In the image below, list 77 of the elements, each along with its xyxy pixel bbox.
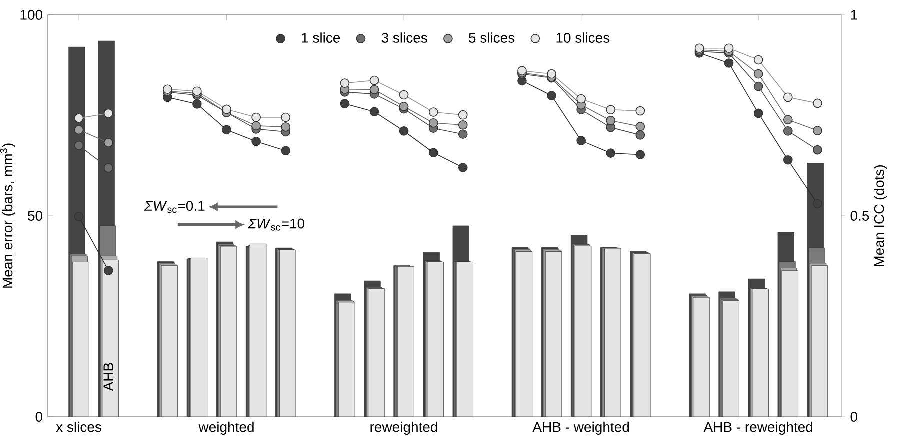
x-tick-label: weighted [198,422,254,435]
point [222,104,232,114]
point [458,130,468,140]
point [399,126,409,136]
y2-tick-label: 0 [850,412,858,422]
point [281,112,291,122]
point [340,99,350,108]
point [783,92,793,102]
point [636,122,646,132]
point [754,82,764,92]
x-tick-label: AHB - weighted [532,422,630,435]
annotation: ΣW$_{sc}$=10 [248,218,305,231]
y-axis-title: Mean error (bars, mm$^{3}$) [0,144,16,288]
point [252,136,261,146]
legend-label: 10 slices [556,32,610,43]
point [104,266,114,276]
legend-label: 3 slices [382,32,428,43]
point [428,108,438,117]
point [813,126,822,136]
x-tick-label: reweighted [370,422,438,435]
point [636,130,646,140]
y2-axis-title: Mean ICC (dots) [874,166,888,266]
point [222,125,232,135]
point [74,125,84,135]
y-tick-label: 0 [36,412,43,422]
point [340,78,350,88]
point [636,150,646,160]
point [74,140,84,150]
point [399,90,409,100]
point [547,69,556,79]
y2-tick-label: 0.5 [850,211,870,221]
point [104,138,114,148]
point [813,199,822,209]
point [724,44,734,54]
point [74,212,84,222]
point [576,94,586,104]
point [606,105,616,115]
y2-tick-label: 1 [851,10,858,20]
point [813,98,822,108]
point [813,145,822,155]
point [281,146,291,156]
point [754,69,764,79]
point [399,102,409,112]
point [370,76,380,86]
point [74,114,84,123]
point [783,115,793,125]
y-tick-label: 50 [28,211,43,221]
point [547,91,556,100]
point [428,148,438,158]
point [754,108,764,118]
point [754,55,764,65]
point [104,108,114,118]
legend-label: 1 slice [302,32,340,43]
point [724,58,734,68]
point [428,118,438,128]
point [370,107,380,117]
point [783,155,793,165]
point [576,136,586,146]
point [458,163,468,172]
point [192,100,202,109]
point [636,106,646,116]
point [458,120,468,130]
legend-label: 5 slices [469,32,515,43]
y-tick-label: 100 [20,10,43,20]
point [606,116,616,126]
point [606,148,616,158]
point [281,122,291,132]
point [104,163,114,173]
x-tick-label: x slices [56,422,102,432]
x-tick-label: AHB - reweighted [704,422,813,435]
point [252,112,261,122]
point [252,121,261,131]
point [370,85,380,94]
point [458,110,468,120]
point [783,126,793,136]
annotation: ΣW$_{sc}$=0.1 [144,201,205,214]
annotation: AHB [104,363,114,392]
